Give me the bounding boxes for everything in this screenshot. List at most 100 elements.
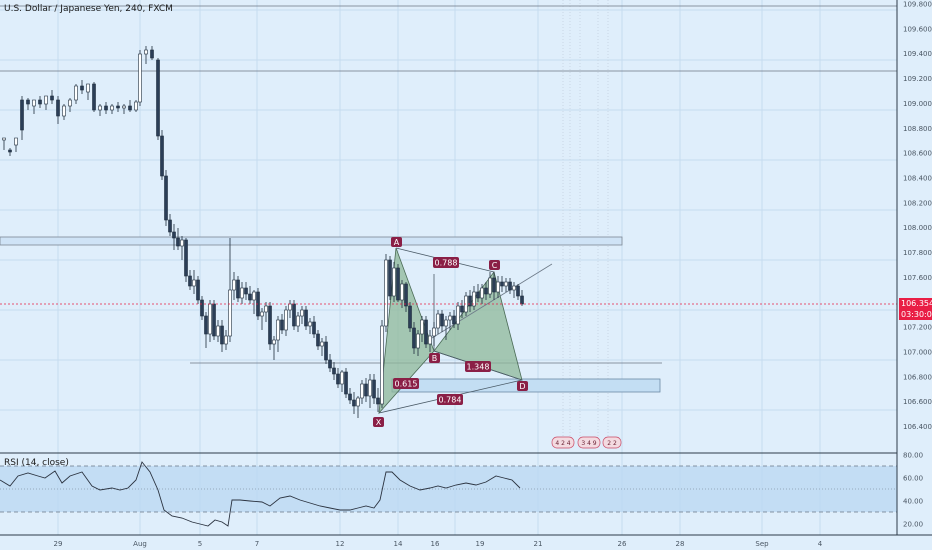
- price-axis-tick: 107.600: [903, 274, 932, 282]
- candle-body: [436, 313, 440, 329]
- candle-body: [74, 85, 78, 101]
- price-axis-tick: 109.600: [903, 25, 932, 33]
- price-axis-tick: 108.600: [903, 150, 932, 158]
- time-axis-tick: Aug: [133, 540, 147, 548]
- price-axis-tick: 109.200: [903, 75, 932, 83]
- candle-body: [360, 383, 364, 399]
- candle-body: [316, 333, 320, 347]
- price-axis-tick: 106.400: [903, 423, 932, 431]
- time-axis-tick: 19: [476, 540, 485, 548]
- candle-body: [212, 303, 216, 337]
- candle-body: [288, 303, 292, 311]
- candle-body: [280, 319, 284, 331]
- candle-body: [308, 321, 312, 327]
- candle-body: [32, 99, 36, 107]
- candle-body: [284, 309, 288, 331]
- candle-body: [150, 49, 154, 59]
- resistance-zone[interactable]: [0, 236, 623, 246]
- candle-body: [336, 373, 340, 385]
- trend-line[interactable]: [431, 263, 553, 339]
- candle-body: [104, 105, 108, 111]
- candle-body: [448, 315, 452, 321]
- time-axis-tick: 29: [54, 540, 63, 548]
- pattern-point-labels: A X B C D 0.788 0.615 1.348 0.784: [373, 237, 528, 427]
- current-price-tag: 106.354: [899, 298, 932, 309]
- candle-body: [244, 287, 248, 295]
- candle-body: [134, 101, 138, 111]
- candle-body: [44, 95, 48, 105]
- support-resistance-lines[interactable]: [0, 5, 897, 364]
- candle-body: [160, 135, 164, 177]
- candle-body: [364, 383, 368, 397]
- candle-body: [460, 305, 464, 313]
- bar-countdown-tag: 03:30:00: [899, 309, 932, 320]
- candle-body: [372, 379, 376, 399]
- rsi-indicator-label[interactable]: RSI (14, close): [4, 458, 69, 468]
- candle-body: [484, 287, 488, 295]
- ratio-xd-label: 0.784: [439, 396, 462, 405]
- candle-body: [272, 339, 276, 345]
- time-axis-tick: 28: [676, 540, 685, 548]
- price-axis-tick: 109.000: [903, 100, 932, 108]
- candle-body: [452, 315, 456, 325]
- candle-body: [440, 313, 444, 327]
- candle-body: [208, 303, 212, 335]
- candle-body: [172, 231, 176, 239]
- candle-body: [492, 277, 496, 293]
- candle-body: [236, 279, 240, 299]
- candle-body: [488, 277, 492, 295]
- candle-body: [38, 99, 42, 105]
- time-axis-tick: 14: [394, 540, 403, 548]
- candle-body: [268, 305, 272, 345]
- event-badge-1: 4 2 4: [555, 440, 570, 447]
- price-axis-tick: 108.200: [903, 199, 932, 207]
- candle-body: [292, 303, 296, 327]
- candle-body: [428, 335, 432, 345]
- candle-body: [468, 295, 472, 307]
- candle-body: [164, 175, 168, 221]
- price-axis-tick: 107.000: [903, 348, 932, 356]
- candle-body: [400, 283, 404, 301]
- candle-body: [86, 83, 90, 93]
- candle-body: [420, 319, 424, 335]
- candle-body: [62, 105, 66, 117]
- candle-body: [348, 393, 352, 401]
- candle-body: [176, 237, 180, 247]
- time-axis-tick: 7: [255, 540, 259, 548]
- candle-body: [168, 219, 172, 233]
- candlesticks: [2, 46, 524, 418]
- candle-body: [276, 319, 280, 341]
- candle-body: [20, 99, 24, 131]
- candle-body: [444, 319, 448, 327]
- candle-body: [396, 267, 400, 301]
- time-axis-tick: 4: [818, 540, 823, 548]
- candle-body: [392, 267, 396, 297]
- candle-body: [324, 341, 328, 361]
- price-axis-tick: 106.800: [903, 373, 932, 381]
- candle-body: [116, 105, 120, 109]
- candle-body: [300, 309, 304, 317]
- time-axis[interactable]: 29 Aug 5 7 12 14 16 19 21 26 28 Sep 4: [0, 534, 932, 550]
- ratio-ac-label: 0.615: [395, 380, 418, 389]
- candle-body: [380, 325, 384, 405]
- candle-body: [204, 315, 208, 335]
- economic-event-badges[interactable]: 4 2 4 3 4 9 2 2: [551, 436, 622, 449]
- point-a-label: A: [394, 238, 400, 247]
- price-axis-tick: 107.800: [903, 249, 932, 257]
- price-axis-tick: 108.400: [903, 174, 932, 182]
- candle-body: [520, 295, 524, 305]
- ratio-bd-label: 1.348: [467, 363, 490, 372]
- candle-body: [220, 325, 224, 345]
- rsi-axis-tick: 20.00: [903, 521, 923, 529]
- candle-body: [128, 105, 132, 111]
- candle-body: [472, 291, 476, 307]
- time-axis-tick: 5: [198, 540, 202, 548]
- candle-body: [8, 149, 12, 153]
- candle-body: [224, 335, 228, 345]
- candle-body: [356, 397, 360, 407]
- candle-body: [98, 105, 102, 111]
- candle-body: [416, 333, 420, 349]
- price-axis[interactable]: 109.800 109.600 109.400 109.200 109.000 108.8…: [896, 0, 932, 535]
